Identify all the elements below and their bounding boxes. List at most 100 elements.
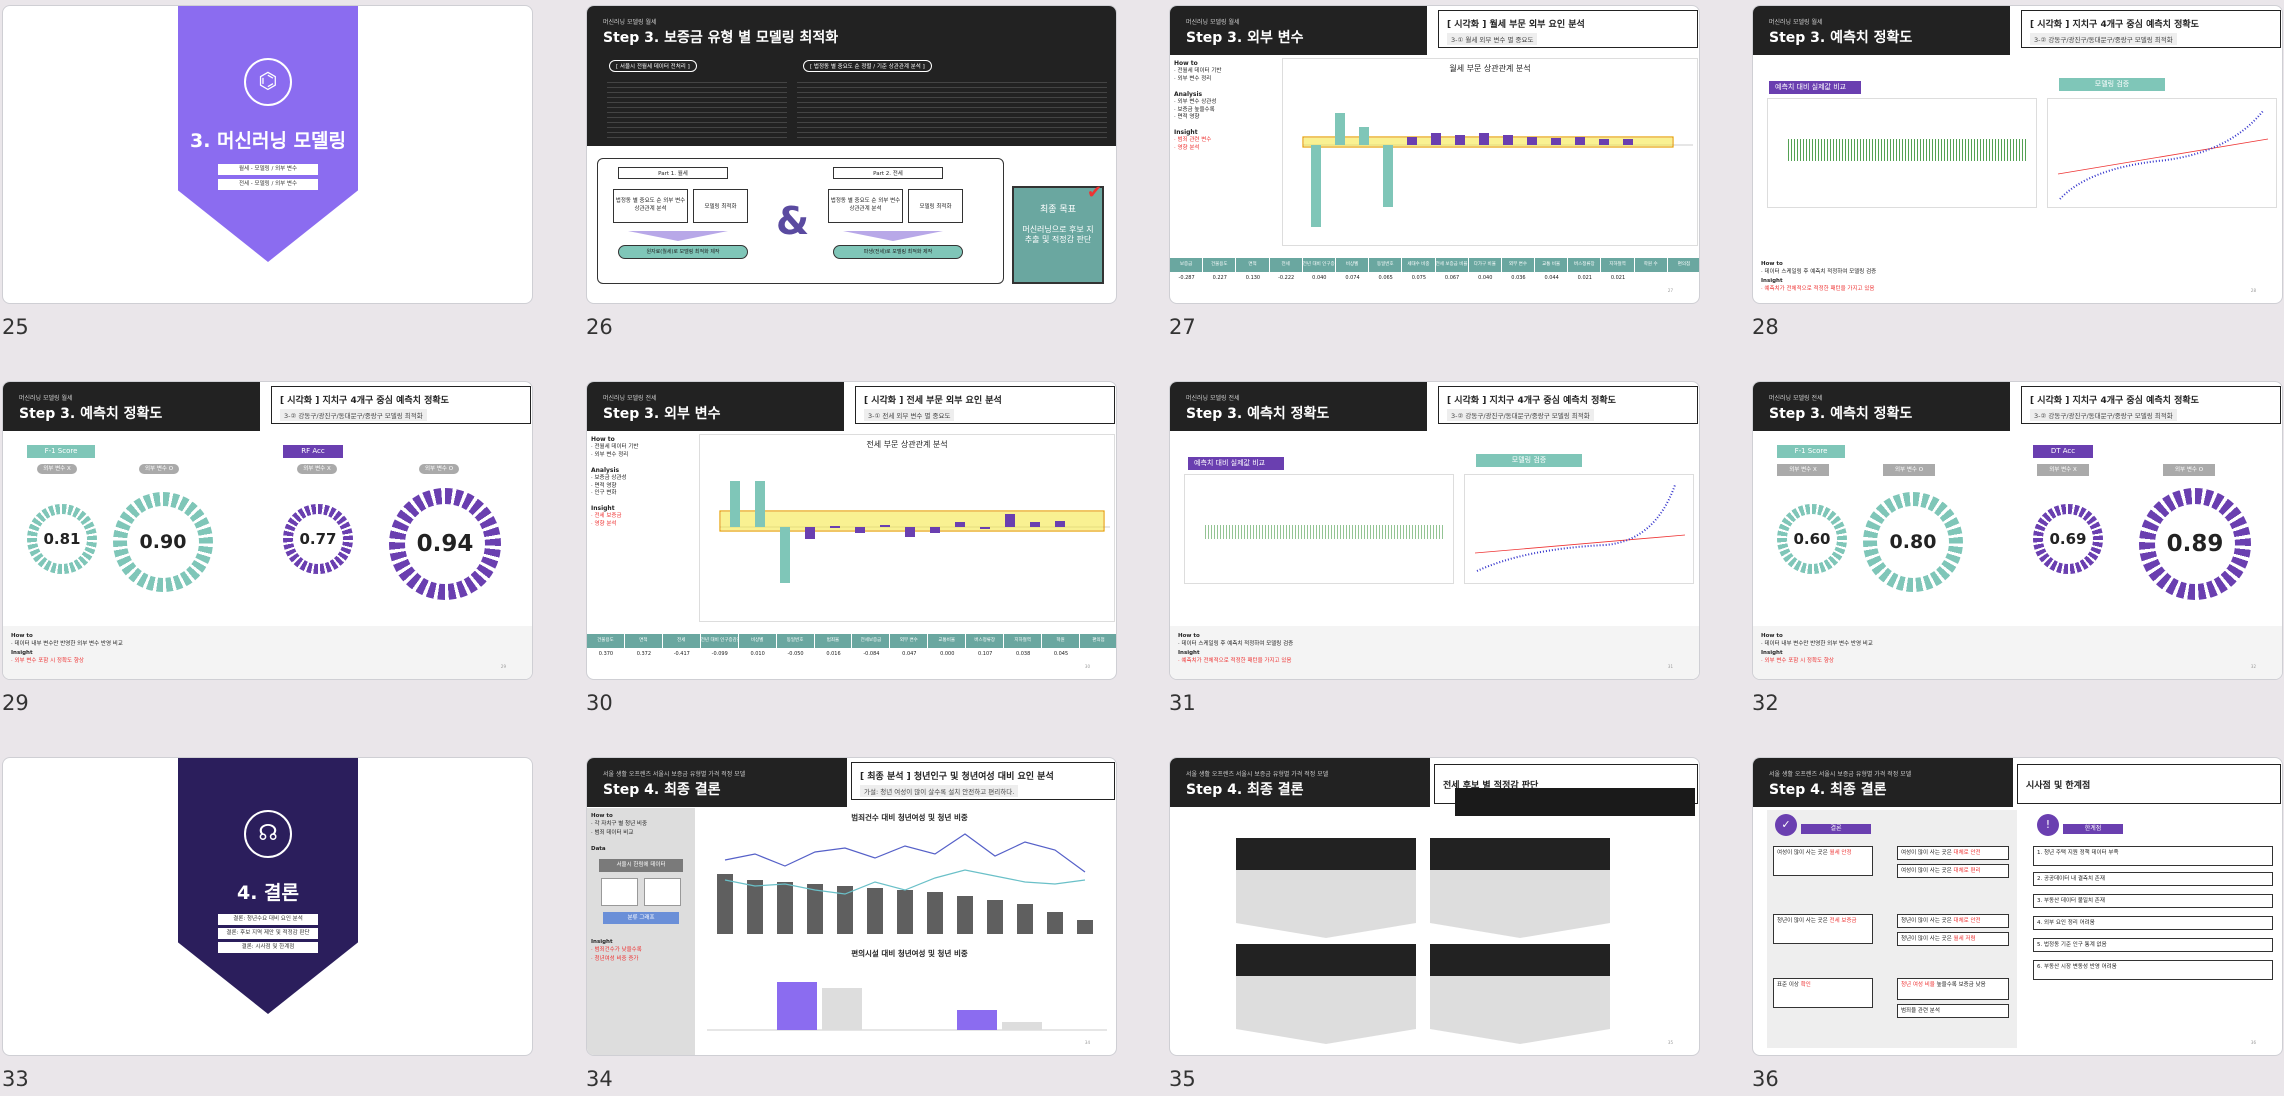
- table-value: -0.099: [711, 651, 728, 657]
- donut-f1-with: 0.80: [1863, 492, 1963, 592]
- box-title: 전세 후보 별 적정감 판단: [1443, 781, 1539, 791]
- slide-title: Step 3. 예측치 정확도: [19, 406, 163, 422]
- people-icon: ☊: [244, 810, 292, 858]
- slide-number: 34: [586, 1067, 613, 1091]
- box-title: [ 시각화 ] 월세 부문 외부 요인 분석: [1447, 20, 1585, 30]
- table-header: 동일번호: [777, 634, 815, 648]
- slide-25[interactable]: ⌬ 3. 머신러닝 모델링 월세 - 모델링 / 외부 변수 전세 - 모델링 …: [2, 5, 535, 339]
- part1-result: 원자료(월세)로 모델링 최적화 제작: [618, 245, 748, 259]
- qq-plot: [2047, 98, 2277, 208]
- f1-score-label: F-1 Score: [27, 445, 95, 458]
- conclusion-panel: ✓ 결론 여성이 많이 사는 곳은 월세 안정 여성이 많이 사는 곳은 대체로…: [1767, 810, 2017, 1048]
- table-header: 세대수 비중: [1402, 258, 1436, 272]
- donut-dt-with: 0.89: [2139, 488, 2251, 600]
- donut-rf-with: 0.94: [389, 488, 501, 600]
- slide-26[interactable]: 머신러닝 모델링 월세 Step 3. 보증금 유형 별 모델링 최적화 [ 서…: [586, 5, 1119, 339]
- table-value: [1080, 648, 1116, 660]
- slide-33[interactable]: ☊ 4. 결론 결론: 청년수요 대비 요인 분석 결론: 후보 지역 제안 및…: [2, 757, 535, 1091]
- donut-f1-without: 0.60: [1777, 504, 1847, 574]
- table-value: 0.021: [1577, 275, 1592, 281]
- donut-f1-without: 0.81: [27, 504, 97, 574]
- slide-27[interactable]: 머신러닝 모델링 월세 Step 3. 외부 변수 [ 시각화 ] 월세 부문 외…: [1169, 5, 1702, 339]
- slide-subtitle: 서울 생활 오프렌즈 서울시 보증금 유형별 가격 적정 모델: [1186, 771, 1329, 778]
- slide-number: 25: [2, 315, 29, 339]
- candidate-table: [1430, 838, 1610, 870]
- slide-31[interactable]: 머신러닝 모델링 전세 Step 3. 예측치 정확도 [ 시각화 ] 지치구 4…: [1169, 381, 1702, 715]
- donut-rf-without: 0.77: [283, 504, 353, 574]
- slide-title: Step 3. 예측치 정확도: [1769, 30, 1913, 46]
- table-header: 비상벨: [1336, 258, 1370, 272]
- slide-number: 28: [1752, 315, 1779, 339]
- scatter-chart: [1184, 474, 1454, 584]
- table-header: 전세 보증금 비율: [1436, 258, 1469, 272]
- table-value: 0.372: [636, 651, 652, 657]
- table-value: [1635, 272, 1668, 284]
- chip-external-o: 외부 변수 O: [419, 464, 459, 474]
- table-value: 0.047: [902, 651, 917, 657]
- slide-36[interactable]: 서울 생활 오프렌즈 서울시 보증금 유형별 가격 적정 모델 Step 4. 최…: [1752, 757, 2284, 1091]
- data-table-right: [797, 78, 1107, 138]
- table-value: 0.045: [1053, 651, 1069, 657]
- candidate-table: [1236, 838, 1416, 870]
- box-title: [ 최종 분석 ] 청년인구 및 청년여성 대비 요인 분석: [860, 772, 1054, 782]
- table-value: 0.000: [940, 651, 955, 657]
- slide-title: Step 4. 최종 결론: [1186, 782, 1304, 798]
- cover-title: 3. 머신러닝 모델링: [189, 130, 347, 152]
- box-subtitle: 3-② 강동구/광진구/동대문구/중랑구 모델링 최적화: [1447, 409, 1594, 421]
- box-title: [ 시각화 ] 전세 부문 외부 요인 분석: [864, 396, 1002, 406]
- slide-number: 26: [586, 315, 613, 339]
- table-header: 동일번호: [1369, 258, 1403, 272]
- slide-title: Step 3. 예측치 정확도: [1769, 406, 1913, 422]
- slide-subtitle: 머신러닝 모델링 월세: [603, 19, 657, 26]
- table-header: 비상벨: [739, 634, 777, 648]
- table-header: 학원 수: [1635, 258, 1668, 272]
- check-icon: ✓: [1775, 814, 1797, 836]
- slide-28[interactable]: 머신러닝 모델링 월세 Step 3. 예측치 정확도 [ 시각화 ] 지치구 4…: [1752, 5, 2284, 339]
- slide-29[interactable]: 머신러닝 모델링 월세 Step 3. 예측치 정확도 [ 시각화 ] 지치구 4…: [2, 381, 535, 715]
- chip-external-x: 외부 변수 X: [2037, 464, 2089, 476]
- slide-34[interactable]: 서울 생활 오프렌즈 서울시 보증금 유형별 가격 적정 모델 Step 4. 최…: [586, 757, 1119, 1091]
- chip-external-o: 외부 변수 O: [2163, 464, 2215, 476]
- prediction-label: 예측치 대비 실제값 비교: [1188, 457, 1284, 470]
- table-value: -0.222: [1278, 275, 1295, 281]
- values-table: 건물용도 면적 전세 전년 대비 인구증감율 비상벨 동일번호 범죄율 전세보증금 외부 변수 교…: [587, 634, 1116, 660]
- table-value: 0.370: [598, 651, 614, 657]
- slide-title: Step 3. 외부 변수: [603, 406, 721, 422]
- table-value: 0.074: [1345, 275, 1360, 281]
- table-value: 0.065: [1378, 275, 1393, 281]
- goal-box: 최종 목표 머신러닝으로 후보 지 추출 및 적정감 판단: [1012, 186, 1104, 284]
- table-header: 교통비율: [928, 634, 967, 648]
- table-value: -0.084: [863, 651, 880, 657]
- slide-subtitle: 머신러닝 모델링 전세: [1769, 395, 1823, 402]
- table-header: 버스정류장: [1568, 258, 1602, 272]
- scatter-chart: [1767, 98, 2037, 208]
- table-value: -0.050: [787, 651, 804, 657]
- slide-number: 27: [1169, 315, 1196, 339]
- side-notes: How to · 전월세 데이터 기반 · 외부 변수 정리 Analysis · 외…: [1174, 60, 1222, 151]
- slide-subtitle: 머신러닝 모델링 월세: [19, 395, 73, 402]
- dt-acc-label: DT Acc: [2033, 445, 2093, 458]
- slide-30[interactable]: 머신러닝 모델링 전세 Step 3. 외부 변수 [ 시각화 ] 전세 부문 외…: [586, 381, 1119, 715]
- table-value: 0.021: [1610, 275, 1626, 281]
- table-header: 외부 변수: [890, 634, 929, 648]
- part1-step-b: 모델링 최적화: [693, 189, 748, 223]
- side-panel: How to · 각 자치구 별 청년 비중 · 범죄 데이터 비교 Data 서울…: [587, 808, 695, 1055]
- slide-subtitle: 머신러닝 모델링 월세: [1186, 19, 1240, 26]
- slide-subtitle: 머신러닝 모델링 월세: [1769, 19, 1823, 26]
- slide-32[interactable]: 머신러닝 모델링 전세 Step 3. 예측치 정확도 [ 시각화 ] 지치구 4…: [1752, 381, 2284, 715]
- table-header: 전세: [663, 634, 701, 648]
- part2-result: 파생(전세)로 모델링 최적화 제작: [833, 245, 963, 259]
- chart-title: 월세 부문 상관관계 분석: [1449, 64, 1531, 73]
- table-header: 지하철역: [1004, 634, 1043, 648]
- box-subtitle: 가설: 청년 여성이 많이 살수록 설치 안전하고 편리하다.: [860, 785, 1019, 797]
- table-header: 전년 대비 인구증감율: [701, 634, 739, 648]
- slide-number: 29: [2, 691, 29, 715]
- validation-label: 모델링 검증: [2059, 78, 2165, 91]
- donut-f1-with: 0.90: [113, 492, 213, 592]
- chart-title: 전세 부문 상관관계 분석: [866, 440, 948, 449]
- code-output: [1455, 788, 1695, 816]
- box-subtitle: 3-② 강동구/광진구/동대문구/중랑구 모델링 최적화: [2030, 33, 2177, 45]
- slide-35[interactable]: 서울 생활 오프렌즈 서울시 보증금 유형별 가격 적정 모델 Step 4. 최…: [1169, 757, 1702, 1091]
- candidate-table: [1430, 944, 1610, 976]
- bar-chart-2: [707, 982, 1107, 1031]
